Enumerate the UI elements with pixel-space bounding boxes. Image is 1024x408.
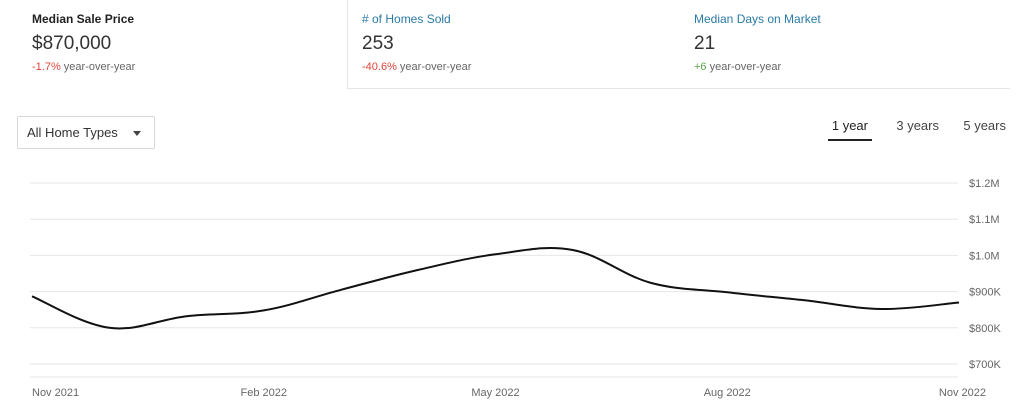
- tab-change: -40.6% year-over-year: [362, 60, 680, 74]
- x-axis: Nov 2021 Feb 2022 May 2022 Aug 2022 Nov 2022: [32, 387, 986, 399]
- tab-median-sale-price[interactable]: Median Sale Price $870,000 -1.7% year-ov…: [0, 0, 348, 89]
- x-tick-label: Feb 2022: [241, 387, 287, 399]
- range-5-years[interactable]: 5 years: [963, 118, 1006, 133]
- range-3-years[interactable]: 3 years: [896, 118, 939, 133]
- x-tick-label: Nov 2021: [32, 387, 79, 399]
- y-tick-label: $800K: [969, 323, 1001, 335]
- change-amount: -40.6%: [362, 61, 397, 73]
- tab-homes-sold[interactable]: # of Homes Sold 253 -40.6% year-over-yea…: [348, 0, 680, 89]
- change-amount: +6: [694, 61, 707, 73]
- tab-title: # of Homes Sold: [362, 12, 451, 26]
- metric-tabs: Median Sale Price $870,000 -1.7% year-ov…: [0, 0, 1010, 90]
- tab-value: 253: [362, 33, 394, 54]
- tab-value: $870,000: [32, 33, 112, 54]
- y-tick-label: $1.2M: [969, 178, 1000, 190]
- change-amount: -1.7%: [32, 61, 61, 73]
- range-1-year[interactable]: 1 year: [827, 118, 873, 141]
- x-tick-label: Aug 2022: [704, 387, 751, 399]
- x-tick-label: Nov 2022: [939, 387, 986, 399]
- x-tick-label: May 2022: [471, 387, 519, 399]
- y-tick-label: $900K: [969, 287, 1001, 299]
- y-tick-label: $1.0M: [969, 250, 1000, 262]
- tab-change: +6 year-over-year: [694, 60, 1010, 74]
- tab-value: 21: [694, 33, 716, 54]
- y-tick-label: $1.1M: [969, 214, 1000, 226]
- tab-median-days-on-market[interactable]: Median Days on Market 21 +6 year-over-ye…: [680, 0, 1010, 89]
- home-type-selected: All Home Types: [27, 125, 118, 140]
- home-type-dropdown[interactable]: All Home Types: [17, 116, 155, 149]
- y-axis: $1.2M $1.1M $1.0M $900K $800K $700K: [969, 178, 1001, 371]
- tab-title: Median Days on Market: [694, 12, 821, 26]
- chart-grid: [30, 182, 958, 378]
- tab-change: -1.7% year-over-year: [32, 60, 347, 74]
- y-tick-label: $700K: [969, 359, 1001, 371]
- change-suffix: year-over-year: [396, 61, 472, 73]
- tab-title: Median Sale Price: [32, 12, 135, 26]
- change-suffix: year-over-year: [60, 61, 136, 73]
- caret-down-icon: [133, 131, 141, 136]
- series-line: [31, 247, 960, 330]
- change-suffix: year-over-year: [706, 61, 782, 73]
